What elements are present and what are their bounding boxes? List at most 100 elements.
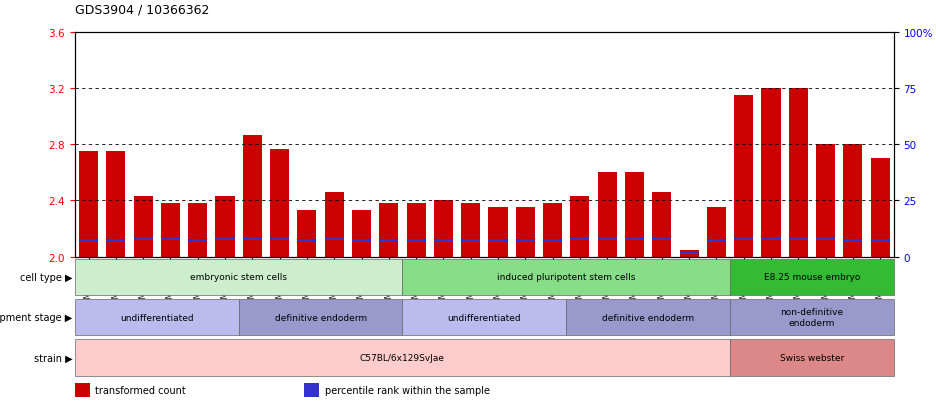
Bar (516, 208, 534, 257)
Bar (434, 241, 453, 257)
Text: transformed count: transformed count (95, 385, 186, 395)
Bar (242, 135, 262, 257)
Bar (816, 145, 835, 257)
Bar (134, 237, 153, 241)
Bar (625, 237, 644, 241)
Bar (489, 240, 507, 243)
Bar (402, 259, 730, 295)
Text: induced pluripotent stem cells: induced pluripotent stem cells (497, 273, 636, 282)
Bar (516, 240, 534, 243)
Bar (215, 197, 235, 257)
Bar (75, 259, 402, 295)
Bar (215, 239, 235, 257)
Bar (242, 239, 262, 257)
Bar (352, 211, 371, 257)
Bar (161, 204, 180, 257)
Bar (461, 241, 480, 257)
Bar (461, 240, 480, 243)
Bar (543, 241, 563, 257)
Bar (516, 241, 534, 257)
Bar (730, 339, 894, 376)
Bar (134, 197, 153, 257)
Text: undifferentiated: undifferentiated (120, 313, 194, 322)
Bar (434, 201, 453, 257)
Bar (434, 240, 453, 243)
Bar (325, 237, 344, 241)
Bar (406, 240, 426, 243)
Bar (762, 89, 781, 257)
Bar (680, 252, 698, 257)
Bar (570, 239, 590, 257)
Bar (79, 152, 98, 257)
Bar (789, 237, 808, 241)
Bar (625, 173, 644, 257)
Bar (707, 240, 726, 243)
Bar (680, 250, 698, 257)
Bar (379, 204, 399, 257)
Bar (242, 237, 262, 241)
Bar (325, 239, 344, 257)
Bar (652, 192, 671, 257)
Bar (271, 239, 289, 257)
Bar (652, 239, 671, 257)
Bar (75, 339, 730, 376)
Bar (730, 299, 894, 335)
Bar (566, 299, 730, 335)
Bar (734, 96, 753, 257)
Bar (298, 240, 316, 243)
Bar (816, 239, 835, 257)
Text: embryonic stem cells: embryonic stem cells (190, 273, 287, 282)
Bar (843, 241, 862, 257)
Bar (188, 204, 207, 257)
Bar (161, 239, 180, 257)
Text: definitive endoderm: definitive endoderm (274, 313, 367, 322)
Bar (570, 197, 590, 257)
Bar (680, 251, 698, 254)
Bar (489, 241, 507, 257)
Bar (107, 152, 125, 257)
Bar (489, 208, 507, 257)
Bar (598, 239, 617, 257)
Bar (298, 241, 316, 257)
Text: C57BL/6x129SvJae: C57BL/6x129SvJae (360, 353, 445, 362)
Bar (625, 239, 644, 257)
Bar (79, 241, 98, 257)
Bar (816, 237, 835, 241)
Bar (543, 240, 563, 243)
Bar (870, 240, 890, 243)
Bar (304, 383, 319, 396)
Bar (75, 383, 90, 396)
Bar (598, 173, 617, 257)
Text: Swiss webster: Swiss webster (780, 353, 844, 362)
Bar (762, 237, 781, 241)
Bar (239, 299, 402, 335)
Bar (215, 237, 235, 241)
Bar (652, 237, 671, 241)
Bar (789, 89, 808, 257)
Bar (843, 240, 862, 243)
Bar (271, 149, 289, 257)
Bar (870, 159, 890, 257)
Bar (325, 192, 344, 257)
Bar (762, 239, 781, 257)
Bar (379, 241, 399, 257)
Bar (734, 237, 753, 241)
Bar (570, 237, 590, 241)
Text: undifferentiated: undifferentiated (447, 313, 521, 322)
Bar (188, 241, 207, 257)
Bar (79, 240, 98, 243)
Bar (271, 237, 289, 241)
Bar (379, 240, 399, 243)
Text: strain ▶: strain ▶ (34, 353, 72, 363)
Bar (352, 241, 371, 257)
Bar (461, 204, 480, 257)
Bar (789, 239, 808, 257)
Bar (543, 204, 563, 257)
Text: definitive endoderm: definitive endoderm (602, 313, 695, 322)
Bar (352, 240, 371, 243)
Bar (406, 204, 426, 257)
Bar (734, 239, 753, 257)
Bar (707, 208, 726, 257)
Bar (107, 240, 125, 243)
Bar (75, 299, 239, 335)
